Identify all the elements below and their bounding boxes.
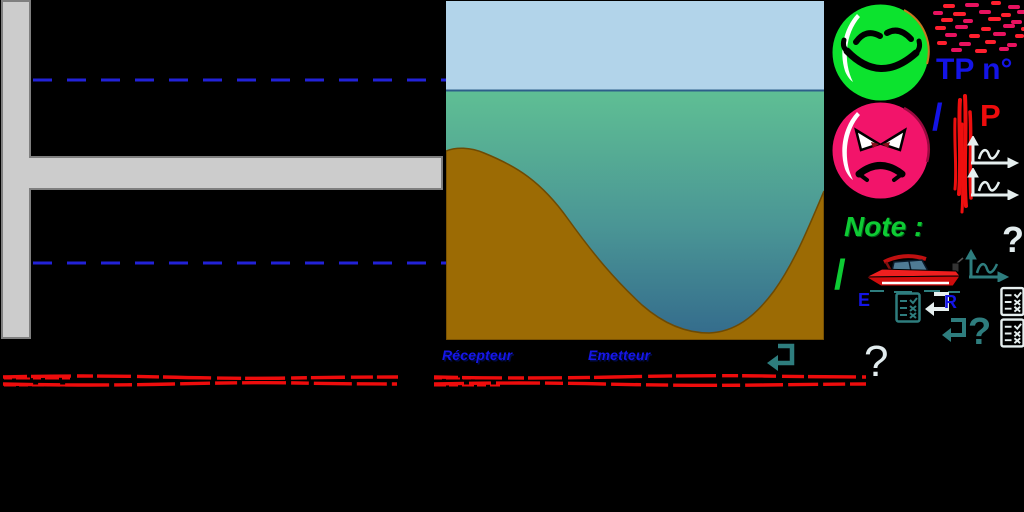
receiver-label: Récepteur — [442, 347, 513, 363]
grade-slash: / — [834, 251, 846, 298]
red-underline — [2, 373, 867, 388]
return-arrow-icon[interactable] — [765, 341, 797, 374]
tp-number-label: TP n° — [936, 53, 1013, 86]
obstacle-bar-vertical — [1, 0, 31, 339]
happy-smiley-icon — [832, 4, 930, 101]
waveform-axes-icon — [967, 136, 1020, 168]
dashed-beam-line-upper — [33, 78, 448, 82]
seabed — [446, 147, 824, 340]
checklist-icon — [895, 292, 921, 323]
angry-smiley-icon — [832, 102, 930, 199]
return-arrow-icon[interactable] — [940, 316, 968, 346]
red-scribble-vertical — [953, 94, 973, 214]
grade-p-label: P — [980, 98, 1001, 133]
checklist-icon — [1000, 286, 1024, 317]
red-dash-cloud — [933, 1, 1024, 55]
checklist-icon — [1000, 318, 1024, 348]
slash-separator: / — [932, 97, 943, 139]
sea-illustration — [446, 1, 824, 340]
question-mark: ? — [968, 311, 992, 353]
emitter-short-label: E — [858, 290, 871, 310]
return-arrow-icon[interactable] — [923, 290, 951, 320]
obstacle-bar-horizontal — [29, 156, 443, 190]
question-mark: ? — [1002, 219, 1024, 260]
emitter-label: Emetteur — [588, 347, 651, 363]
question-mark: ? — [864, 337, 889, 386]
receiver-short-label: R — [944, 292, 957, 312]
sky — [446, 1, 824, 90]
dashed-beam-line-lower — [33, 261, 448, 265]
waveform-axes-icon — [967, 168, 1020, 200]
waveform-axes-icon — [965, 248, 1010, 282]
note-label: Note : — [844, 211, 924, 242]
boat-image — [864, 254, 964, 293]
